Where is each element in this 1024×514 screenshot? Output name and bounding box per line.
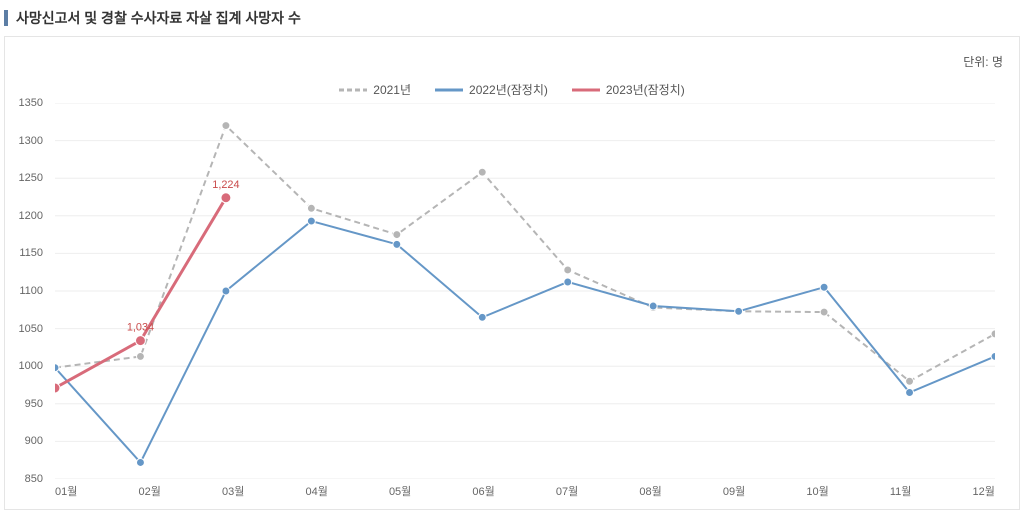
y-tick-label: 900 bbox=[25, 435, 43, 447]
x-tick-label: 03월 bbox=[222, 483, 244, 499]
legend-item-2021: 2021년 bbox=[339, 81, 411, 98]
y-tick-label: 950 bbox=[25, 398, 43, 410]
x-tick-label: 01월 bbox=[55, 483, 77, 499]
svg-text:1,034: 1,034 bbox=[127, 322, 154, 334]
x-tick-label: 06월 bbox=[472, 483, 494, 499]
x-tick-label: 04월 bbox=[305, 483, 327, 499]
legend-label-2021: 2021년 bbox=[373, 81, 411, 98]
legend-swatch-2021 bbox=[339, 86, 367, 94]
y-tick-label: 1000 bbox=[19, 360, 43, 372]
y-tick-label: 1100 bbox=[19, 285, 43, 297]
y-tick-label: 1050 bbox=[19, 323, 43, 335]
svg-text:1,224: 1,224 bbox=[212, 179, 239, 191]
chart-frame: 단위: 명 2021년 2022년(잠정치) 2023년(잠정치) 850 900… bbox=[4, 36, 1020, 510]
legend-swatch-2022 bbox=[435, 86, 463, 94]
legend-label-2022: 2022년(잠정치) bbox=[469, 81, 548, 98]
chart-plot: 9711,0341,224 bbox=[55, 103, 995, 479]
title-bar: 사망신고서 및 경찰 수사자료 자살 집계 사망자 수 bbox=[0, 0, 1024, 36]
title-marker bbox=[4, 10, 8, 26]
legend-item-2022: 2022년(잠정치) bbox=[435, 81, 548, 98]
unit-label: 단위: 명 bbox=[963, 53, 1003, 70]
y-tick-label: 1150 bbox=[19, 247, 43, 259]
y-axis-labels: 8509009501000105011001150120012501300135… bbox=[5, 103, 49, 479]
legend-swatch-2023 bbox=[572, 86, 600, 94]
legend-label-2023: 2023년(잠정치) bbox=[606, 81, 685, 98]
legend-item-2023: 2023년(잠정치) bbox=[572, 81, 685, 98]
x-tick-label: 05월 bbox=[389, 483, 411, 499]
y-tick-label: 1250 bbox=[19, 172, 43, 184]
x-tick-label: 02월 bbox=[138, 483, 160, 499]
x-tick-label: 08월 bbox=[639, 483, 661, 499]
chart-svg: 9711,0341,224 bbox=[55, 103, 995, 479]
x-tick-label: 10월 bbox=[806, 483, 828, 499]
y-tick-label: 850 bbox=[25, 473, 43, 485]
y-tick-label: 1350 bbox=[19, 97, 43, 109]
x-axis-labels: 01월 02월 03월 04월 05월 06월 07월 08월 09월 10월 11월 12월 bbox=[55, 483, 995, 499]
chart-legend: 2021년 2022년(잠정치) 2023년(잠정치) bbox=[5, 81, 1019, 98]
page-title: 사망신고서 및 경찰 수사자료 자살 집계 사망자 수 bbox=[16, 8, 301, 28]
y-tick-label: 1300 bbox=[19, 135, 43, 147]
y-tick-label: 1200 bbox=[19, 210, 43, 222]
x-tick-label: 07월 bbox=[556, 483, 578, 499]
x-tick-label: 11월 bbox=[890, 483, 912, 499]
x-tick-label: 12월 bbox=[973, 483, 995, 499]
x-tick-label: 09월 bbox=[723, 483, 745, 499]
